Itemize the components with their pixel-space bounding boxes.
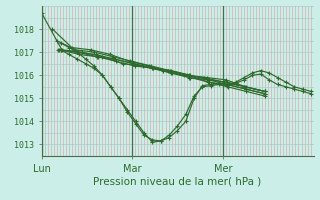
X-axis label: Pression niveau de la mer( hPa ): Pression niveau de la mer( hPa )	[93, 176, 262, 186]
